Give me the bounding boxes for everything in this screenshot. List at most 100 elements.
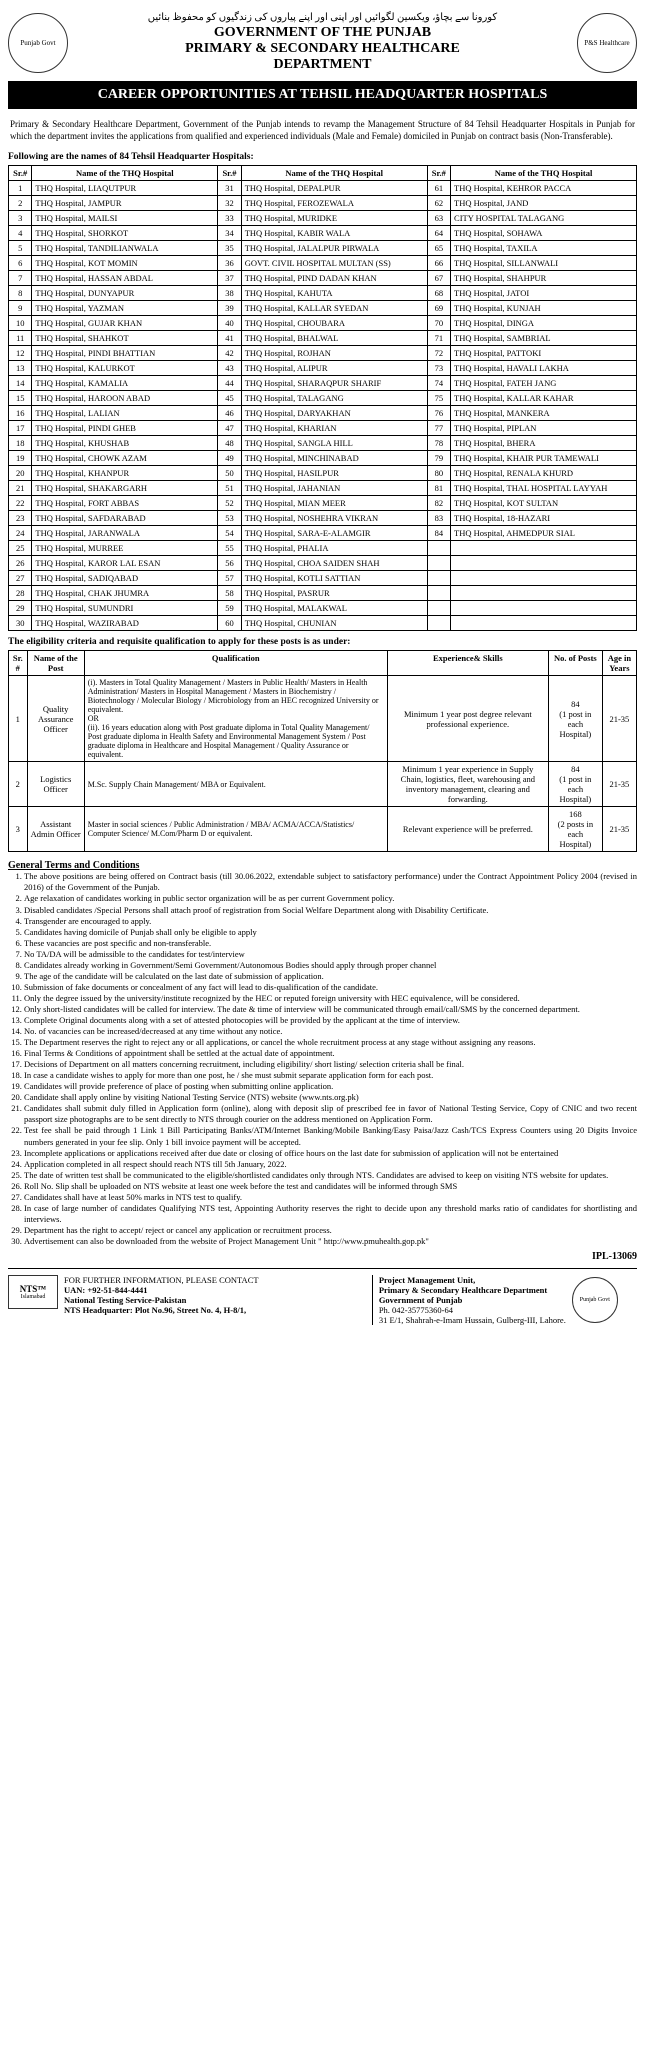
table-row: 6THQ Hospital, KOT MOMIN36GOVT. CIVIL HO… — [9, 256, 637, 271]
term-item: In case of large number of candidates Qu… — [24, 1203, 637, 1225]
dept-name-1: PRIMARY & SECONDARY HEALTHCARE — [68, 41, 577, 57]
hosp-sr: 36 — [218, 256, 241, 271]
hosp-name: THQ Hospital, HASILPUR — [241, 466, 427, 481]
hosp-name: THQ Hospital, SARA-E-ALAMGIR — [241, 526, 427, 541]
hosp-name: THQ Hospital, ROJHAN — [241, 346, 427, 361]
hosp-name: THQ Hospital, JAHANIAN — [241, 481, 427, 496]
hosp-name: THQ Hospital, KAMALIA — [32, 376, 218, 391]
hosp-name: THQ Hospital, PINDI GHEB — [32, 421, 218, 436]
nts-logo-icon: NTS™ Islamabad — [8, 1275, 58, 1309]
hosp-name: THQ Hospital, PIND DADAN KHAN — [241, 271, 427, 286]
term-item: The age of the candidate will be calcula… — [24, 971, 637, 982]
hosp-col-header: Name of the THQ Hospital — [241, 166, 427, 181]
post-col-header: Age in Years — [602, 651, 636, 676]
hosp-sr — [427, 571, 450, 586]
hosp-name: THQ Hospital, THAL HOSPITAL LAYYAH — [451, 481, 637, 496]
nts-logo-text: NTS™ — [20, 1284, 47, 1294]
post-age: 21-35 — [602, 762, 636, 807]
hosp-name: THQ Hospital, SANGLA HILL — [241, 436, 427, 451]
post-num: 84 (1 post in each Hospital) — [548, 676, 602, 762]
post-sr: 3 — [9, 807, 28, 852]
hosp-name: THQ Hospital, CHUNIAN — [241, 616, 427, 631]
hosp-name — [451, 601, 637, 616]
footer-nts-name: National Testing Service-Pakistan — [64, 1295, 259, 1305]
hosp-sr: 6 — [9, 256, 32, 271]
hosp-sr: 54 — [218, 526, 241, 541]
hosp-sr: 9 — [9, 301, 32, 316]
hosp-name: THQ Hospital, MIAN MEER — [241, 496, 427, 511]
hosp-sr: 53 — [218, 511, 241, 526]
table-row: 7THQ Hospital, HASSAN ABDAL37THQ Hospita… — [9, 271, 637, 286]
term-item: Roll No. Slip shall be uploaded on NTS w… — [24, 1181, 637, 1192]
hosp-sr: 75 — [427, 391, 450, 406]
term-item: These vacancies are post specific and no… — [24, 938, 637, 949]
hosp-name: THQ Hospital, NOSHEHRA VIKRAN — [241, 511, 427, 526]
hosp-sr: 63 — [427, 211, 450, 226]
term-item: Department has the right to accept/ reje… — [24, 1225, 637, 1236]
hosp-name: THQ Hospital, JAMPUR — [32, 196, 218, 211]
footer-contact-head: FOR FURTHER INFORMATION, PLEASE CONTACT — [64, 1275, 259, 1285]
title-banner: CAREER OPPORTUNITIES AT TEHSIL HEADQUART… — [8, 81, 637, 109]
hosp-name: THQ Hospital, CHOA SAIDEN SHAH — [241, 556, 427, 571]
term-item: The above positions are being offered on… — [24, 871, 637, 893]
post-exp: Minimum 1 year experience in Supply Chai… — [387, 762, 548, 807]
hosp-name: THQ Hospital, JARANWALA — [32, 526, 218, 541]
table-row: 9THQ Hospital, YAZMAN39THQ Hospital, KAL… — [9, 301, 637, 316]
table-row: 3THQ Hospital, MAILSI33THQ Hospital, MUR… — [9, 211, 637, 226]
hosp-sr: 56 — [218, 556, 241, 571]
hosp-sr: 27 — [9, 571, 32, 586]
hosp-sr: 42 — [218, 346, 241, 361]
table-row: 27THQ Hospital, SADIQABAD57THQ Hospital,… — [9, 571, 637, 586]
table-row: 30THQ Hospital, WAZIRABAD60THQ Hospital,… — [9, 616, 637, 631]
hosp-sr: 46 — [218, 406, 241, 421]
term-item: Disabled candidates /Special Persons sha… — [24, 905, 637, 916]
hosp-sr: 26 — [9, 556, 32, 571]
hosp-sr: 15 — [9, 391, 32, 406]
hosp-sr: 22 — [9, 496, 32, 511]
term-item: Final Terms & Conditions of appointment … — [24, 1048, 637, 1059]
hosp-name — [451, 556, 637, 571]
term-item: Decisions of Department on all matters c… — [24, 1059, 637, 1070]
hosp-sr: 2 — [9, 196, 32, 211]
hosp-sr: 21 — [9, 481, 32, 496]
hosp-sr: 80 — [427, 466, 450, 481]
footer-pmu-ph: Ph. 042-35775360-64 — [379, 1305, 566, 1315]
post-name: Assistant Admin Officer — [27, 807, 84, 852]
hosp-sr: 33 — [218, 211, 241, 226]
hosp-sr: 45 — [218, 391, 241, 406]
hosp-sr: 74 — [427, 376, 450, 391]
hosp-sr: 72 — [427, 346, 450, 361]
hosp-sr: 29 — [9, 601, 32, 616]
post-col-header: Qualification — [84, 651, 387, 676]
footer-nts-addr: NTS Headquarter: Plot No.96, Street No. … — [64, 1305, 259, 1315]
hosp-name: THQ Hospital, FATEH JANG — [451, 376, 637, 391]
hosp-sr: 25 — [9, 541, 32, 556]
table-row: 20THQ Hospital, KHANPUR50THQ Hospital, H… — [9, 466, 637, 481]
hosp-name: THQ Hospital, JATOI — [451, 286, 637, 301]
hosp-name: THQ Hospital, SHARAQPUR SHARIF — [241, 376, 427, 391]
hosp-name: THQ Hospital, LALIAN — [32, 406, 218, 421]
table-row: 22THQ Hospital, FORT ABBAS52THQ Hospital… — [9, 496, 637, 511]
hosp-name: THQ Hospital, LIAQUTPUR — [32, 181, 218, 196]
hosp-sr: 34 — [218, 226, 241, 241]
hosp-name: THQ Hospital, SAMBRIAL — [451, 331, 637, 346]
hosp-name: GOVT. CIVIL HOSPITAL MULTAN (SS) — [241, 256, 427, 271]
hosp-name: THQ Hospital, KOTLI SATTIAN — [241, 571, 427, 586]
post-name: Logistics Officer — [27, 762, 84, 807]
hosp-sr: 44 — [218, 376, 241, 391]
hosp-name — [451, 616, 637, 631]
footer-seal-icon: Punjab Govt — [572, 1277, 618, 1323]
hosp-name: THQ Hospital, KOT MOMIN — [32, 256, 218, 271]
term-item: The Department reserves the right to rej… — [24, 1037, 637, 1048]
hosp-name: THQ Hospital, HAROON ABAD — [32, 391, 218, 406]
hosp-sr: 55 — [218, 541, 241, 556]
ipl-number: IPL-13069 — [8, 1251, 637, 1262]
post-age: 21-35 — [602, 807, 636, 852]
hosp-sr — [427, 601, 450, 616]
hosp-sr: 77 — [427, 421, 450, 436]
post-col-header: No. of Posts — [548, 651, 602, 676]
hosp-name: THQ Hospital, KHARIAN — [241, 421, 427, 436]
term-item: Only short-listed candidates will be cal… — [24, 1004, 637, 1015]
hosp-sr: 1 — [9, 181, 32, 196]
table-row: 5THQ Hospital, TANDILIANWALA35THQ Hospit… — [9, 241, 637, 256]
